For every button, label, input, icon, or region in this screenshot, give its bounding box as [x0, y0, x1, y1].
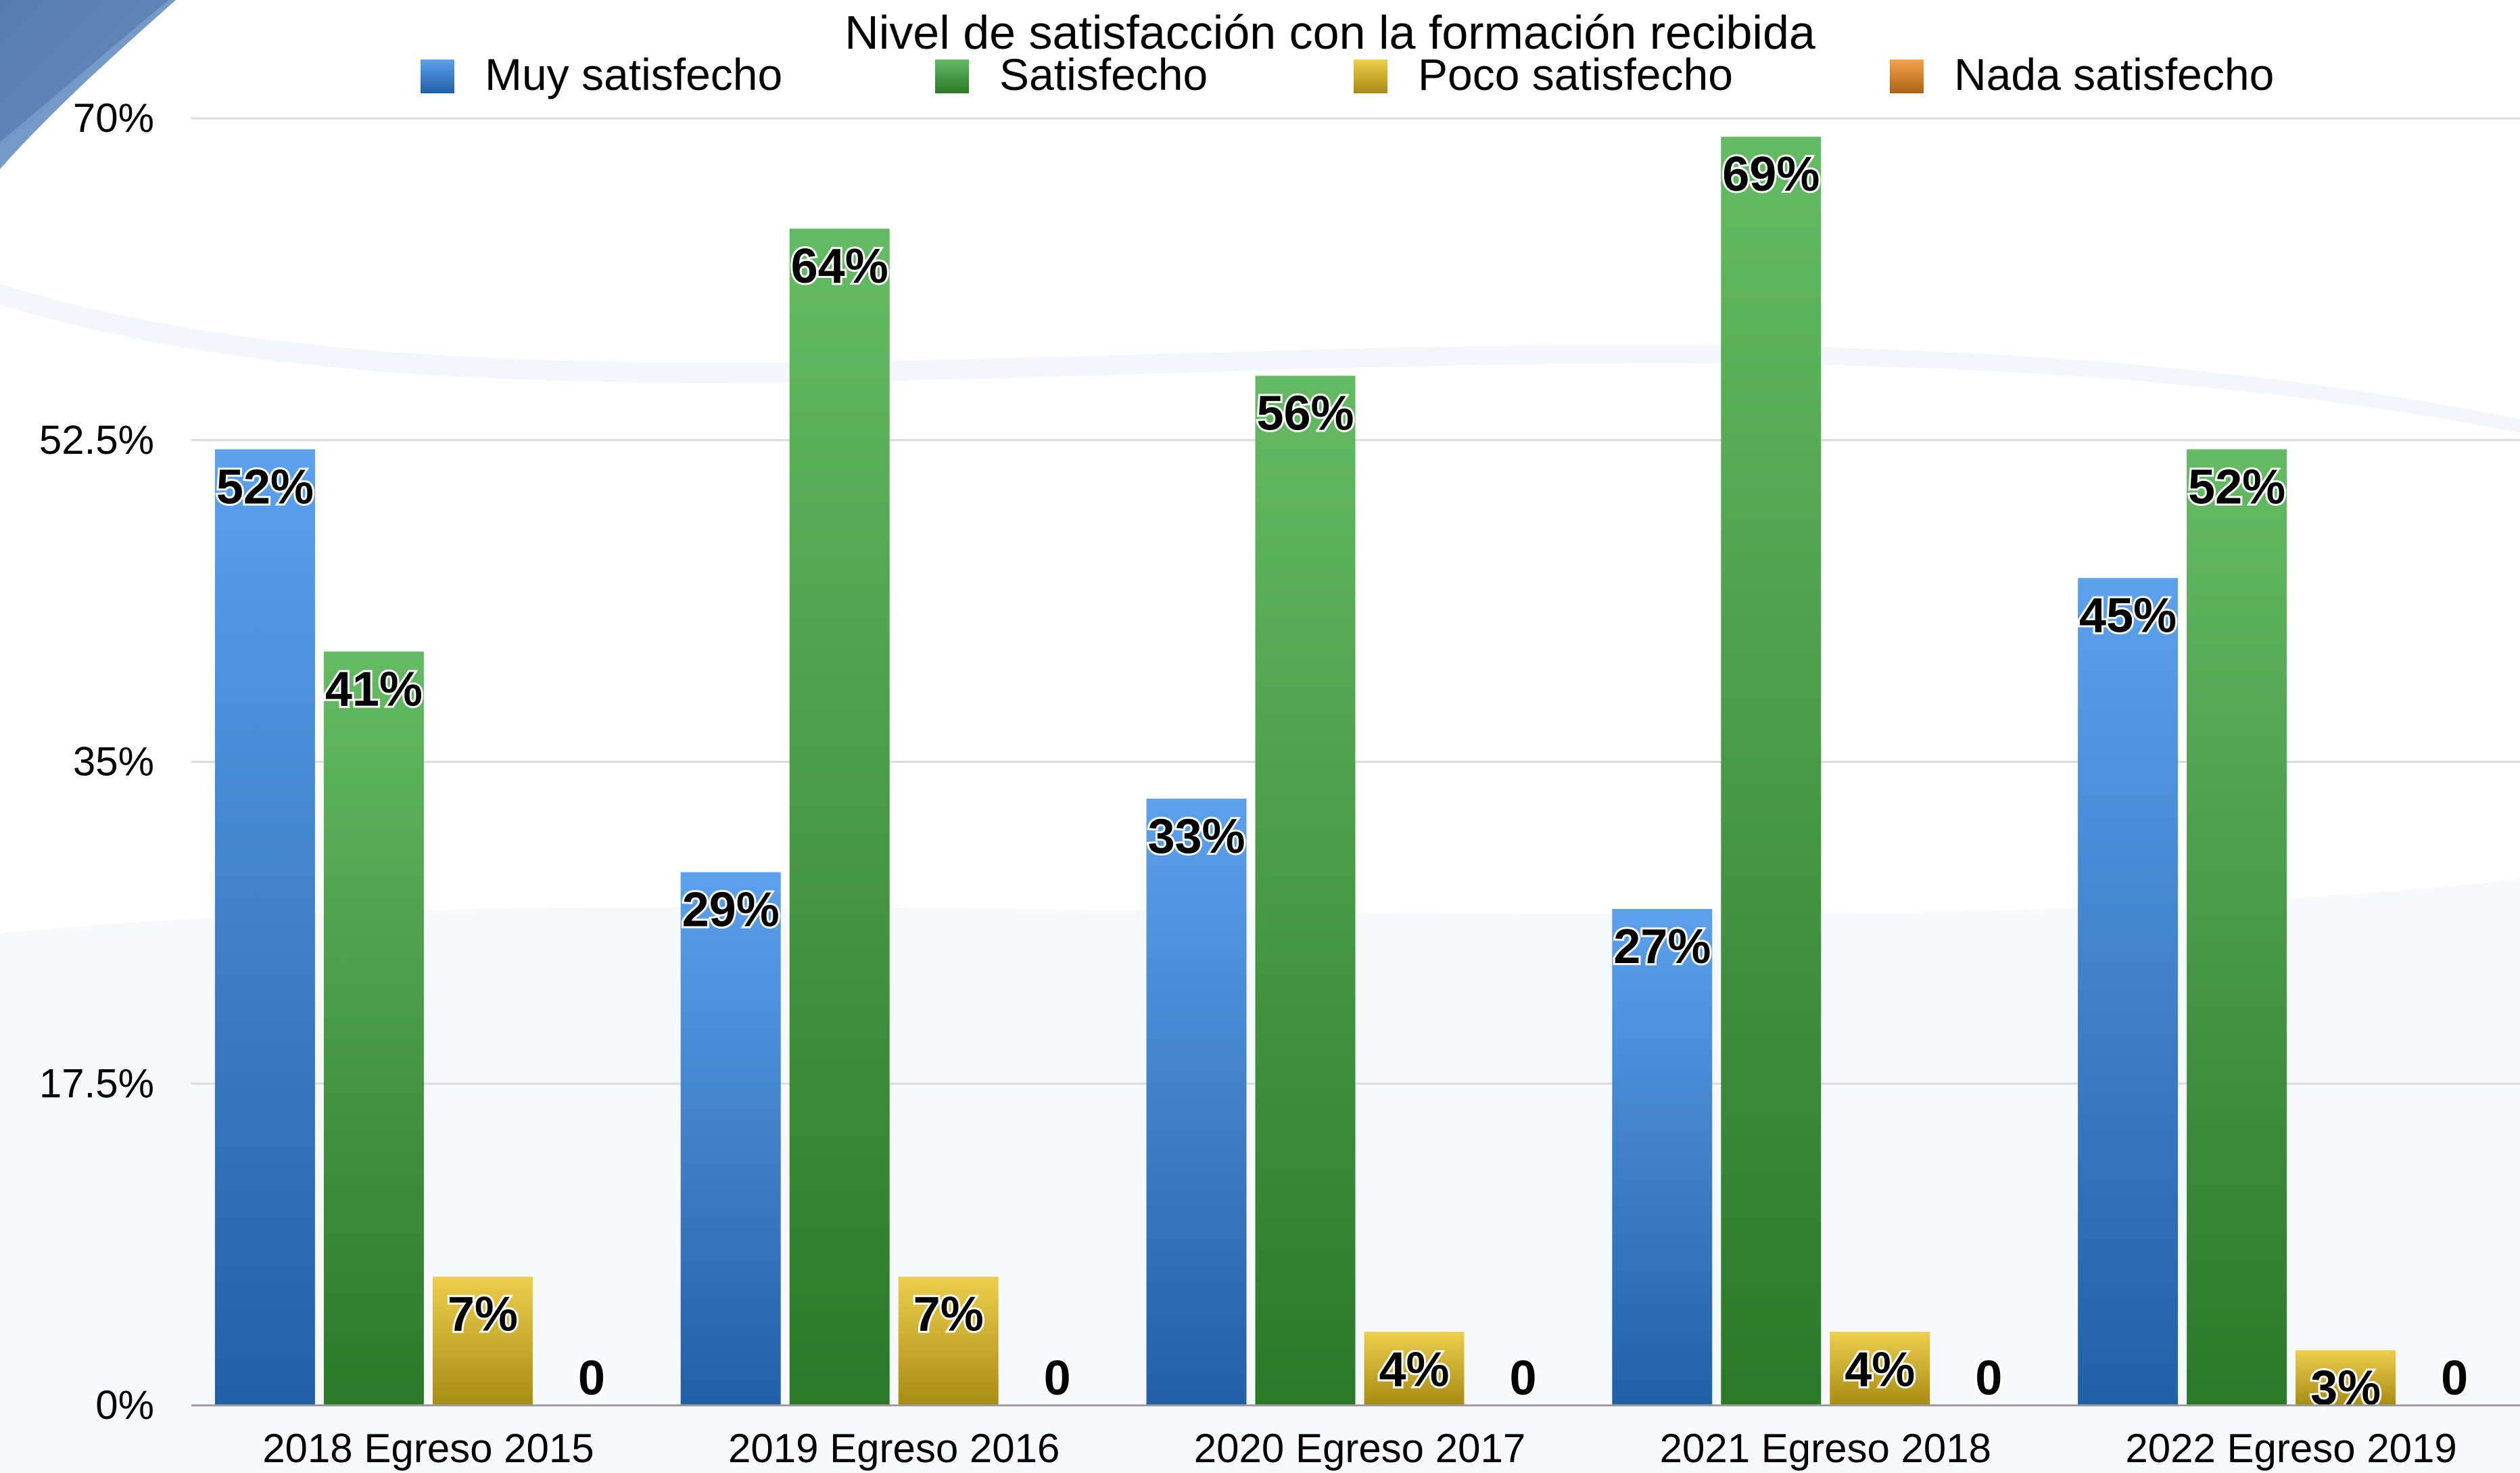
data-label: 41%: [325, 662, 423, 716]
data-label: 3%: [2310, 1361, 2381, 1415]
legend-label: Muy satisfecho: [485, 49, 782, 99]
data-label: 33%: [1147, 810, 1245, 864]
data-label: 0: [1044, 1351, 1071, 1405]
legend: Muy satisfecho Satisfecho Poco satisfecho N…: [421, 49, 2274, 99]
legend-item: Satisfecho: [935, 49, 1208, 99]
bar: [432, 1276, 533, 1405]
y-axis: 0% 17.5% 35% 52.5% 70%: [39, 95, 154, 1428]
bar: [1364, 1332, 1465, 1405]
data-label: 4%: [1845, 1342, 1915, 1397]
data-label: 56%: [1256, 387, 1354, 441]
bar: [2078, 578, 2179, 1406]
bar: [680, 872, 781, 1405]
y-tick-label: 70%: [73, 95, 154, 141]
data-label: 52%: [2188, 460, 2285, 514]
y-tick-label: 35%: [73, 739, 154, 785]
data-label: 0: [1509, 1351, 1536, 1405]
bars: 52% 41% 7% 0 29% 64% 7% 0 33% 56% 4% 0 27% 69% 4% 0 45% 5…: [214, 137, 2470, 1417]
data-label: 7%: [913, 1288, 984, 1342]
legend-label: Poco satisfecho: [1418, 49, 1733, 99]
legend-label: Satisfecho: [999, 49, 1208, 99]
x-tick-label: 2020 Egreso 2017: [1194, 1426, 1525, 1471]
data-label: 29%: [682, 883, 780, 937]
chart-title: Nivel de satisfacción con la formación r…: [845, 6, 1815, 59]
y-tick-label: 17.5%: [39, 1060, 154, 1106]
bar: [2187, 449, 2287, 1406]
bar: [1830, 1332, 1930, 1405]
data-label: 0: [578, 1351, 605, 1405]
legend-item: Nada satisfecho: [1890, 49, 2274, 99]
legend-label: Nada satisfecho: [1954, 49, 2274, 99]
x-tick-label: 2019 Egreso 2016: [728, 1426, 1060, 1471]
data-label: 0: [2441, 1351, 2468, 1405]
y-tick-label: 0%: [95, 1382, 154, 1428]
bar: [1721, 137, 1822, 1406]
legend-swatch: [935, 60, 969, 93]
data-label: 7%: [448, 1288, 518, 1342]
bar: [1146, 798, 1247, 1405]
legend-item: Poco satisfecho: [1354, 49, 1733, 99]
legend-item: Muy satisfecho: [421, 49, 782, 99]
data-label: 0: [1975, 1351, 2002, 1405]
bar: [898, 1276, 999, 1405]
bar: [323, 651, 424, 1405]
data-label: 4%: [1379, 1342, 1449, 1397]
data-label: 52%: [216, 460, 314, 514]
data-label: 64%: [791, 239, 888, 294]
y-tick-label: 52.5%: [39, 417, 154, 463]
bar: [1255, 375, 1356, 1405]
x-tick-label: 2022 Egreso 2019: [2125, 1426, 2456, 1471]
bar: [2296, 1350, 2396, 1405]
data-label: 27%: [1613, 920, 1711, 974]
x-axis: 2018 Egreso 2015 2019 Egreso 2016 2020 Egr…: [262, 1426, 2457, 1471]
bar: [1612, 908, 1713, 1405]
x-tick-label: 2021 Egreso 2018: [1660, 1426, 1991, 1471]
data-label: 69%: [1722, 147, 1820, 202]
legend-swatch: [1890, 60, 1924, 93]
data-label: 45%: [2079, 589, 2177, 643]
legend-swatch: [1354, 60, 1387, 93]
bar: [214, 449, 315, 1406]
x-tick-label: 2018 Egreso 2015: [262, 1426, 594, 1471]
legend-swatch: [421, 60, 454, 93]
bar: [789, 229, 890, 1406]
